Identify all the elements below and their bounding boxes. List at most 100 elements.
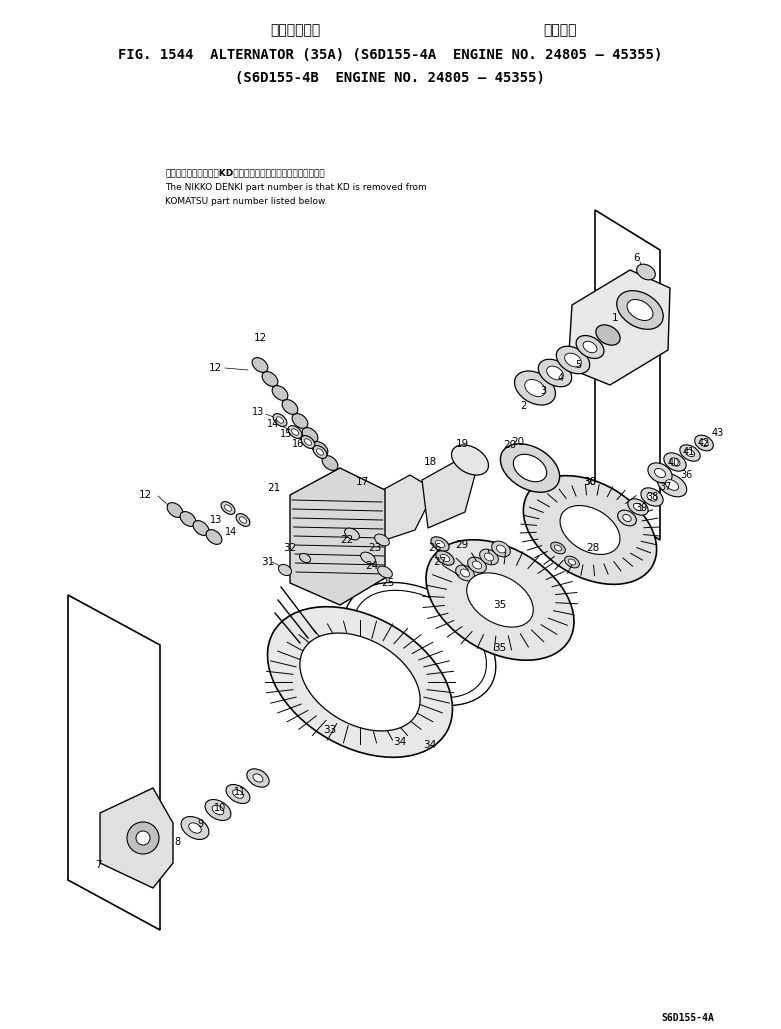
Text: 35: 35 (494, 600, 507, 610)
Ellipse shape (492, 541, 510, 557)
Ellipse shape (313, 446, 327, 458)
Ellipse shape (253, 774, 263, 782)
Ellipse shape (262, 371, 278, 386)
Text: 1: 1 (612, 313, 619, 323)
Ellipse shape (233, 789, 244, 799)
Ellipse shape (288, 426, 302, 438)
Text: 22: 22 (341, 535, 354, 545)
Ellipse shape (468, 557, 487, 573)
Polygon shape (568, 270, 670, 385)
Ellipse shape (361, 553, 376, 564)
Ellipse shape (560, 505, 620, 555)
Ellipse shape (247, 769, 269, 787)
Text: 7: 7 (95, 860, 102, 870)
Ellipse shape (167, 502, 183, 518)
Text: 適用号機: 適用号機 (544, 23, 576, 37)
Text: S6D155-4A: S6D155-4A (662, 1013, 715, 1023)
Ellipse shape (451, 445, 488, 475)
Text: 23: 23 (369, 543, 382, 553)
Ellipse shape (221, 501, 235, 514)
Text: 2: 2 (520, 401, 526, 411)
Ellipse shape (473, 561, 482, 569)
Text: 26: 26 (428, 543, 441, 553)
Ellipse shape (501, 443, 560, 492)
Text: 30: 30 (583, 477, 597, 487)
Text: 41: 41 (683, 447, 695, 457)
Ellipse shape (565, 353, 581, 367)
Text: 32: 32 (284, 543, 297, 553)
Ellipse shape (236, 513, 250, 527)
Text: 38: 38 (646, 492, 658, 502)
Text: 13: 13 (210, 514, 222, 525)
Ellipse shape (622, 514, 631, 522)
Text: 12: 12 (209, 363, 222, 372)
Text: 13: 13 (252, 407, 264, 417)
Ellipse shape (596, 325, 620, 345)
Ellipse shape (189, 823, 201, 833)
Text: 37: 37 (660, 482, 672, 492)
Text: オルタネータ: オルタネータ (270, 23, 320, 37)
Ellipse shape (648, 463, 672, 484)
Text: 24: 24 (366, 561, 379, 571)
Ellipse shape (300, 633, 420, 731)
Ellipse shape (627, 299, 653, 320)
Text: 11: 11 (234, 787, 246, 797)
Ellipse shape (305, 438, 312, 446)
Ellipse shape (440, 555, 450, 562)
Ellipse shape (344, 582, 496, 706)
Ellipse shape (569, 559, 576, 565)
Ellipse shape (316, 449, 323, 455)
Ellipse shape (268, 607, 452, 757)
Ellipse shape (467, 573, 533, 627)
Polygon shape (100, 788, 173, 888)
Ellipse shape (181, 817, 209, 840)
Ellipse shape (525, 380, 545, 396)
Ellipse shape (641, 488, 663, 506)
Ellipse shape (679, 445, 700, 461)
Ellipse shape (301, 435, 315, 449)
Text: 18: 18 (423, 457, 437, 467)
Text: 25: 25 (381, 578, 394, 588)
Text: 16: 16 (292, 439, 304, 449)
Text: 5: 5 (575, 360, 581, 370)
Ellipse shape (226, 784, 250, 804)
Polygon shape (290, 468, 385, 605)
Text: 35: 35 (494, 643, 507, 653)
Ellipse shape (302, 428, 318, 442)
Text: 6: 6 (633, 253, 640, 263)
Text: 14: 14 (225, 527, 237, 537)
Ellipse shape (322, 456, 338, 470)
Ellipse shape (497, 545, 505, 553)
Ellipse shape (292, 414, 308, 428)
Text: 17: 17 (355, 477, 369, 487)
Ellipse shape (455, 565, 474, 580)
Text: 3: 3 (540, 386, 546, 396)
Ellipse shape (523, 475, 657, 584)
Ellipse shape (240, 517, 247, 523)
Text: 品番のメーカー品番ルKDを引いたものが日産電機の品番です。: 品番のメーカー品番ルKDを引いたものが日産電機の品番です。 (165, 169, 325, 177)
Text: 20: 20 (512, 437, 525, 447)
Ellipse shape (686, 450, 694, 457)
Ellipse shape (378, 566, 392, 578)
Text: 14: 14 (267, 419, 279, 429)
Ellipse shape (647, 493, 657, 501)
Ellipse shape (136, 831, 150, 845)
Text: 12: 12 (138, 490, 152, 500)
Ellipse shape (664, 453, 686, 471)
Text: 4: 4 (558, 372, 564, 383)
Text: 27: 27 (433, 557, 447, 567)
Ellipse shape (583, 342, 597, 353)
Text: 8: 8 (174, 837, 180, 847)
Text: 36: 36 (680, 470, 692, 480)
Ellipse shape (538, 359, 572, 387)
Ellipse shape (206, 530, 222, 544)
Ellipse shape (205, 800, 231, 820)
Ellipse shape (436, 540, 444, 547)
Ellipse shape (344, 528, 359, 540)
Text: 34: 34 (394, 737, 407, 747)
Text: KOMATSU part number listed below.: KOMATSU part number listed below. (165, 197, 327, 206)
Text: 39: 39 (635, 503, 647, 513)
Ellipse shape (555, 545, 562, 551)
Text: FIG. 1544  ALTERNATOR (35A) (S6D155-4A  ENGINE NO. 24805 — 45355): FIG. 1544 ALTERNATOR (35A) (S6D155-4A EN… (118, 48, 662, 62)
Ellipse shape (299, 554, 311, 563)
